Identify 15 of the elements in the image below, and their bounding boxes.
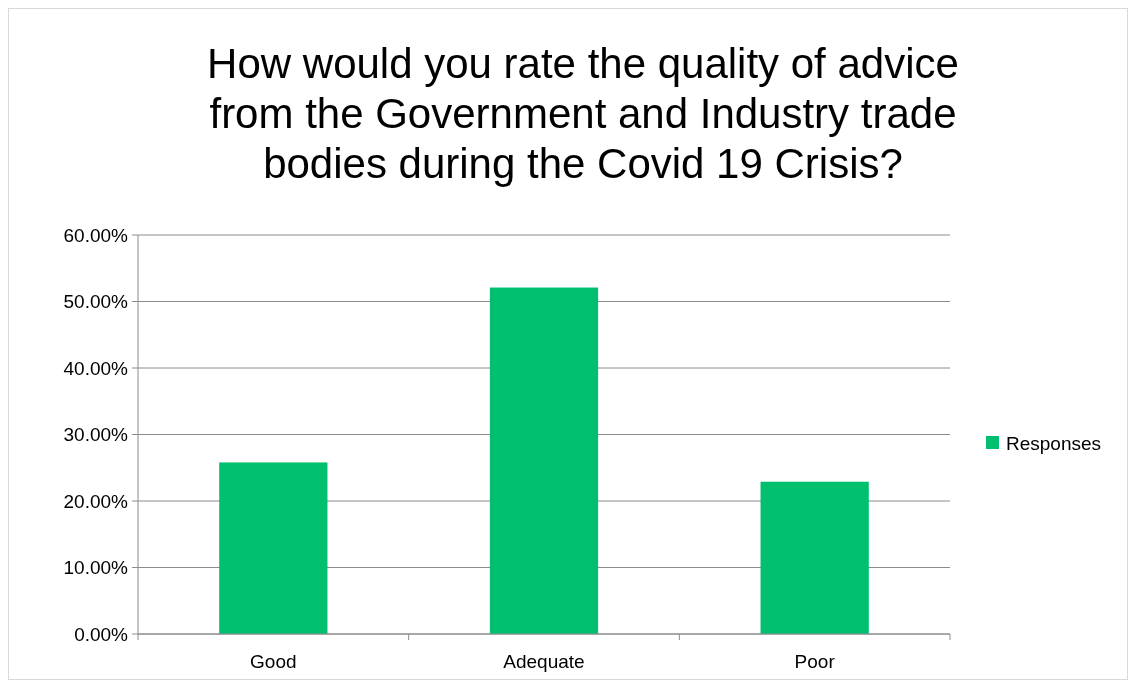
x-tick-label: Adequate [503, 651, 585, 672]
x-tick-label: Poor [794, 651, 836, 672]
x-tick-label: Good [250, 651, 297, 672]
y-tick-label: 60.00% [63, 224, 129, 246]
y-tick-label: 20.00% [63, 490, 129, 512]
bar [489, 287, 599, 634]
chart-title: How would you rate the quality of advice from the Government and Industry trade bodies during the Covid 19 Crisis? [207, 40, 959, 187]
bar [760, 481, 869, 634]
y-tick-label: 30.00% [63, 424, 129, 446]
y-tick-label: 10.00% [63, 557, 129, 579]
legend-label: Responses [1006, 432, 1102, 454]
y-tick-label: 40.00% [63, 357, 129, 379]
y-tick-label: 50.00% [63, 291, 129, 313]
bar [219, 462, 328, 634]
y-tick-label: 0.00% [74, 623, 129, 645]
